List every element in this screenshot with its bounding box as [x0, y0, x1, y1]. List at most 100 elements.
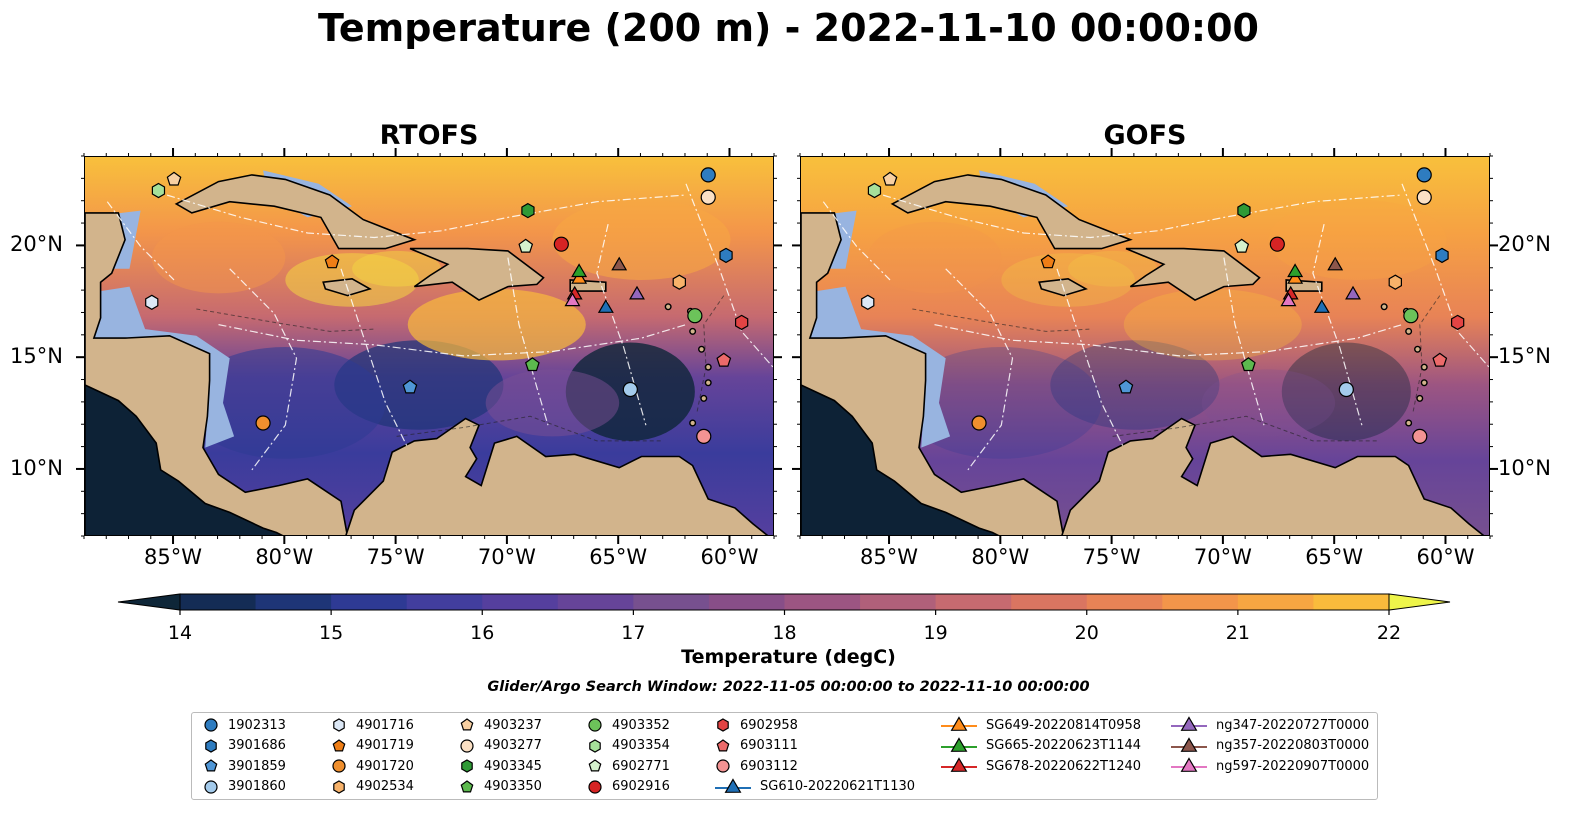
- legend-marker[interactable]: [950, 736, 968, 752]
- legend-item-ng347-20220727T0000[interactable]: ng347-20220727T0000: [1170, 716, 1369, 734]
- legend-item-1902313[interactable]: 1902313: [202, 716, 286, 734]
- legend-item-3901686[interactable]: 3901686: [202, 737, 286, 755]
- rtofs-marker-4901720[interactable]: [255, 415, 271, 431]
- legend-marker[interactable]: [589, 738, 601, 753]
- gofs-marker-6903112[interactable]: [1412, 428, 1428, 445]
- legend-item-4902534[interactable]: 4902534: [330, 778, 414, 796]
- legend-marker[interactable]: [333, 779, 345, 794]
- rtofs-marker-1902313[interactable]: [700, 167, 716, 183]
- rtofs-marker-4903354[interactable]: [151, 182, 166, 199]
- legend-item-4903352[interactable]: 4903352: [586, 716, 670, 734]
- rtofs-marker-6903112[interactable]: [696, 428, 712, 445]
- legend-item-4901716[interactable]: 4901716: [330, 716, 414, 734]
- rtofs-map-canvas[interactable]: [85, 157, 774, 536]
- rtofs-marker-4903237[interactable]: [166, 171, 182, 186]
- gofs-marker-6903111[interactable]: [1432, 352, 1448, 367]
- legend-marker[interactable]: [588, 759, 602, 772]
- legend-marker[interactable]: [460, 738, 474, 753]
- legend-marker[interactable]: [950, 757, 968, 772]
- legend-marker[interactable]: [332, 738, 346, 751]
- gofs-marker-1902313[interactable]: [1416, 167, 1432, 183]
- gofs-marker-4903354[interactable]: [867, 182, 882, 199]
- rtofs-marker-6902916[interactable]: [553, 236, 569, 252]
- legend-item-4901719[interactable]: 4901719: [330, 737, 414, 755]
- legend-item-4901720[interactable]: 4901720: [330, 757, 414, 775]
- gofs-marker-ng347-20220727T0000[interactable]: [1345, 285, 1361, 300]
- legend-marker[interactable]: [204, 718, 218, 732]
- rtofs-map[interactable]: [84, 156, 774, 536]
- rtofs-marker-4901716[interactable]: [145, 294, 159, 310]
- rtofs-marker-4902534[interactable]: [672, 274, 687, 290]
- gofs-marker-4901720[interactable]: [971, 415, 987, 431]
- legend-marker[interactable]: [333, 718, 345, 732]
- rtofs-marker-ng347-20220727T0000[interactable]: [629, 285, 645, 300]
- legend-marker[interactable]: [716, 759, 730, 773]
- legend-marker[interactable]: [724, 777, 742, 793]
- legend-marker[interactable]: [460, 779, 474, 792]
- legend-item-4903237[interactable]: 4903237: [458, 716, 542, 734]
- rtofs-marker-SG610-20220621T1130[interactable]: [597, 299, 614, 313]
- legend-item-6903111[interactable]: 6903111: [714, 737, 798, 755]
- rtofs-marker-3901686[interactable]: [719, 247, 733, 264]
- rtofs-marker-4903350[interactable]: [524, 357, 540, 372]
- gofs-map[interactable]: [800, 156, 1490, 536]
- legend-item-6902771[interactable]: 6902771: [586, 757, 670, 775]
- gofs-marker-4902534[interactable]: [1388, 274, 1403, 290]
- legend-marker[interactable]: [461, 759, 473, 773]
- legend-marker[interactable]: [332, 759, 346, 773]
- legend-item-4903354[interactable]: 4903354: [586, 737, 670, 755]
- legend-item-SG665-20220623T1144[interactable]: SG665-20220623T1144: [940, 736, 1141, 755]
- rtofs-marker-4903352[interactable]: [687, 308, 703, 324]
- legend-item-SG610-20220621T1130[interactable]: SG610-20220621T1130: [714, 777, 915, 796]
- legend-item-SG649-20220814T0958[interactable]: SG649-20220814T0958: [940, 716, 1141, 734]
- gofs-marker-3901860[interactable]: [1338, 381, 1354, 398]
- legend-marker[interactable]: [1180, 736, 1198, 752]
- legend-marker[interactable]: [716, 738, 730, 751]
- legend-marker[interactable]: [1180, 716, 1198, 731]
- gofs-marker-4903350[interactable]: [1240, 357, 1256, 372]
- rtofs-marker-3901859[interactable]: [402, 379, 418, 394]
- gofs-map-canvas[interactable]: [801, 157, 1490, 536]
- gofs-marker-4903345[interactable]: [1237, 202, 1251, 219]
- legend-marker[interactable]: [204, 779, 218, 794]
- gofs-marker-ng597-20220907T0000[interactable]: [1280, 292, 1297, 307]
- legend-item-SG678-20220622T1240[interactable]: SG678-20220622T1240: [940, 757, 1141, 775]
- legend-item-3901860[interactable]: 3901860: [202, 778, 286, 796]
- legend-marker[interactable]: [588, 718, 602, 732]
- legend-marker[interactable]: [950, 716, 968, 731]
- gofs-marker-3901859[interactable]: [1118, 379, 1134, 394]
- rtofs-marker-4903345[interactable]: [521, 202, 535, 219]
- rtofs-marker-ng597-20220907T0000[interactable]: [564, 292, 581, 307]
- rtofs-marker-6903111[interactable]: [716, 352, 732, 367]
- gofs-marker-SG665-20220623T1144[interactable]: [1287, 263, 1304, 278]
- gofs-marker-SG610-20220621T1130[interactable]: [1313, 299, 1330, 313]
- legend-marker[interactable]: [460, 718, 474, 731]
- legend-item-4903350[interactable]: 4903350: [458, 778, 542, 796]
- gofs-marker-4901719[interactable]: [1040, 254, 1056, 269]
- legend-marker[interactable]: [205, 738, 217, 753]
- gofs-marker-4903237[interactable]: [882, 171, 898, 186]
- legend-item-4903345[interactable]: 4903345: [458, 757, 542, 775]
- gofs-marker-4901716[interactable]: [861, 294, 875, 310]
- legend-marker[interactable]: [717, 718, 729, 732]
- rtofs-marker-3901860[interactable]: [622, 381, 638, 398]
- rtofs-marker-6902958[interactable]: [734, 314, 749, 331]
- rtofs-marker-6902771[interactable]: [518, 238, 534, 253]
- legend-marker[interactable]: [588, 779, 602, 794]
- legend-item-3901859[interactable]: 3901859: [202, 757, 286, 775]
- rtofs-marker-4901719[interactable]: [324, 254, 340, 269]
- legend-marker[interactable]: [1180, 757, 1198, 772]
- legend-item-ng357-20220803T0000[interactable]: ng357-20220803T0000: [1170, 736, 1369, 755]
- gofs-marker-6902958[interactable]: [1450, 314, 1465, 331]
- gofs-marker-4903277[interactable]: [1416, 189, 1432, 205]
- legend-marker[interactable]: [204, 759, 218, 772]
- gofs-marker-6902916[interactable]: [1269, 236, 1285, 252]
- legend-item-6902916[interactable]: 6902916: [586, 778, 670, 796]
- legend-item-6902958[interactable]: 6902958: [714, 716, 798, 734]
- gofs-marker-ng357-20220803T0000[interactable]: [1327, 256, 1344, 271]
- gofs-marker-4903352[interactable]: [1403, 308, 1419, 324]
- rtofs-marker-SG649-20220814T0958[interactable]: [571, 270, 588, 284]
- gofs-marker-3901686[interactable]: [1435, 247, 1449, 264]
- legend-item-4903277[interactable]: 4903277: [458, 737, 542, 755]
- rtofs-marker-ng357-20220803T0000[interactable]: [611, 256, 628, 271]
